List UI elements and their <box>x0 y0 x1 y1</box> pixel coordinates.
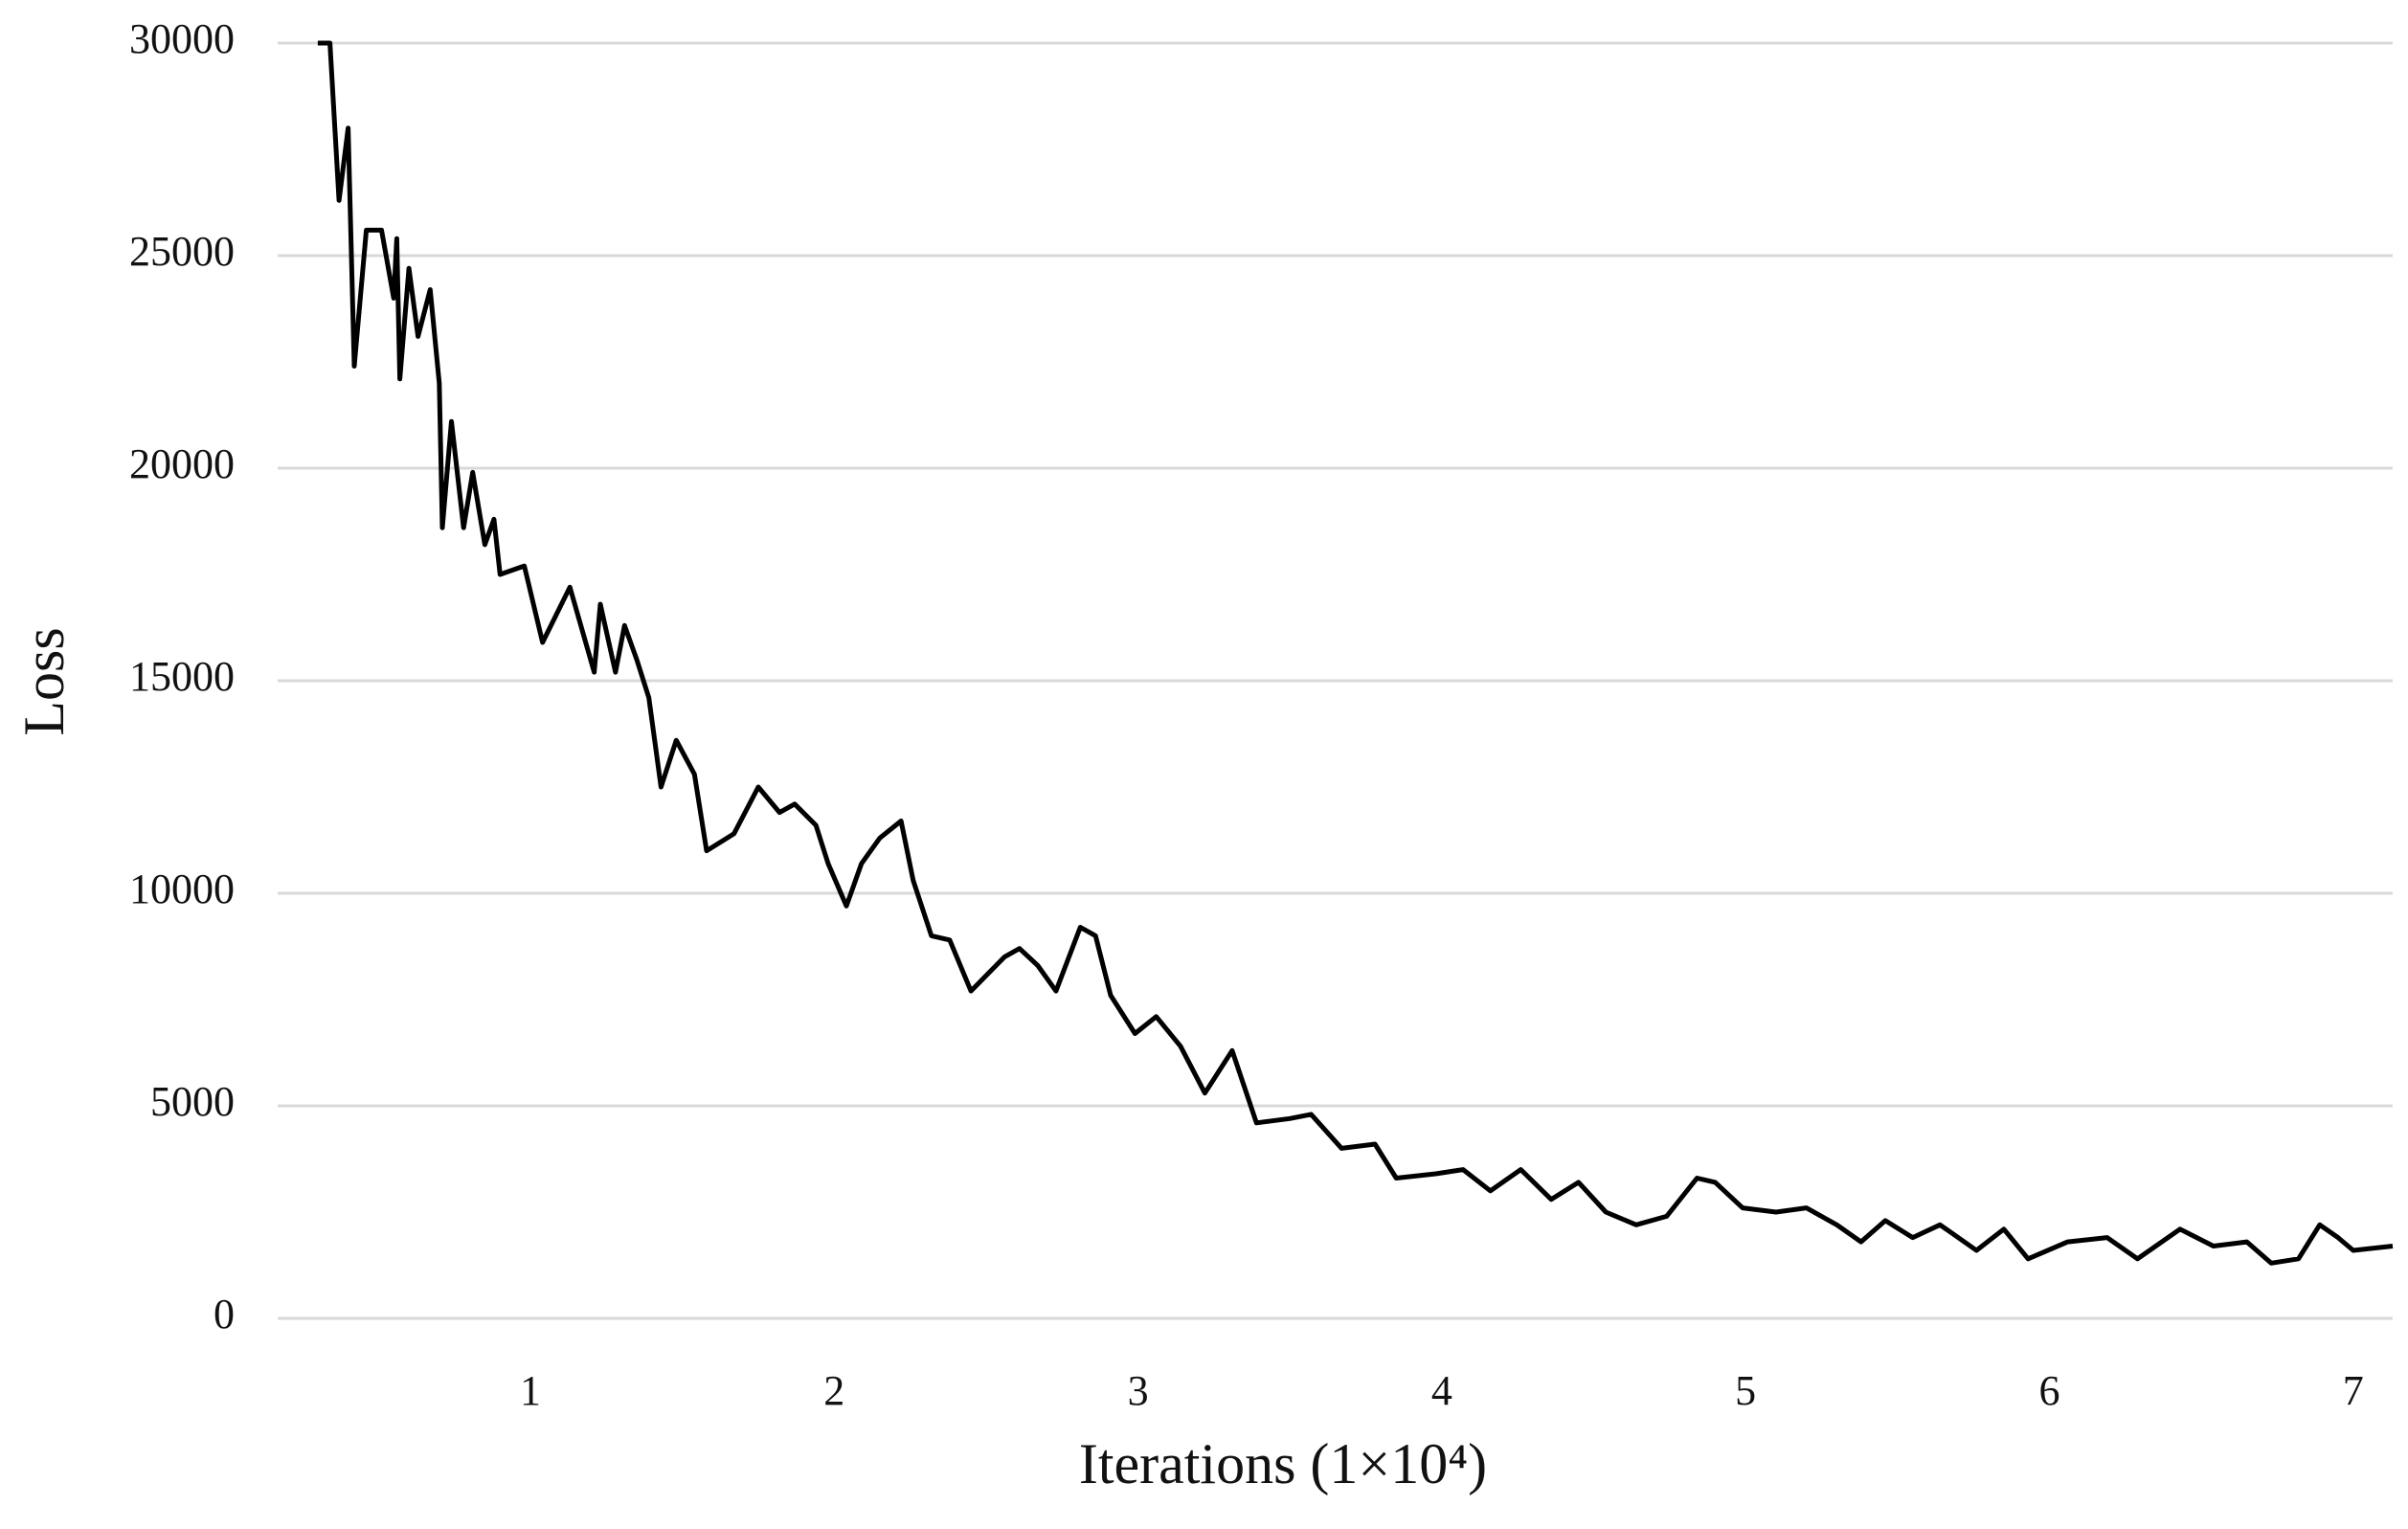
y-tick-label: 25000 <box>129 228 235 275</box>
y-axis-label: Loss <box>12 627 76 735</box>
y-tick-label: 10000 <box>129 866 235 912</box>
x-tick-label: 5 <box>1735 1367 1756 1414</box>
loss-line <box>317 40 2394 1266</box>
y-tick-label: 5000 <box>150 1078 235 1125</box>
y-tick-label: 20000 <box>129 440 235 487</box>
x-tick-label: 2 <box>823 1367 844 1414</box>
x-tick-label: 6 <box>2038 1367 2059 1414</box>
x-axis-label: Iterations (1×10⁴) <box>1079 1432 1487 1495</box>
y-tick-label: 30000 <box>129 15 235 62</box>
y-tick-label: 0 <box>214 1291 235 1338</box>
y-tick-label: 15000 <box>129 653 235 700</box>
x-tick-label: 4 <box>1431 1367 1452 1414</box>
x-tick-label: 7 <box>2343 1367 2364 1414</box>
x-tick-label: 1 <box>520 1367 541 1414</box>
x-tick-label: 3 <box>1128 1367 1149 1414</box>
